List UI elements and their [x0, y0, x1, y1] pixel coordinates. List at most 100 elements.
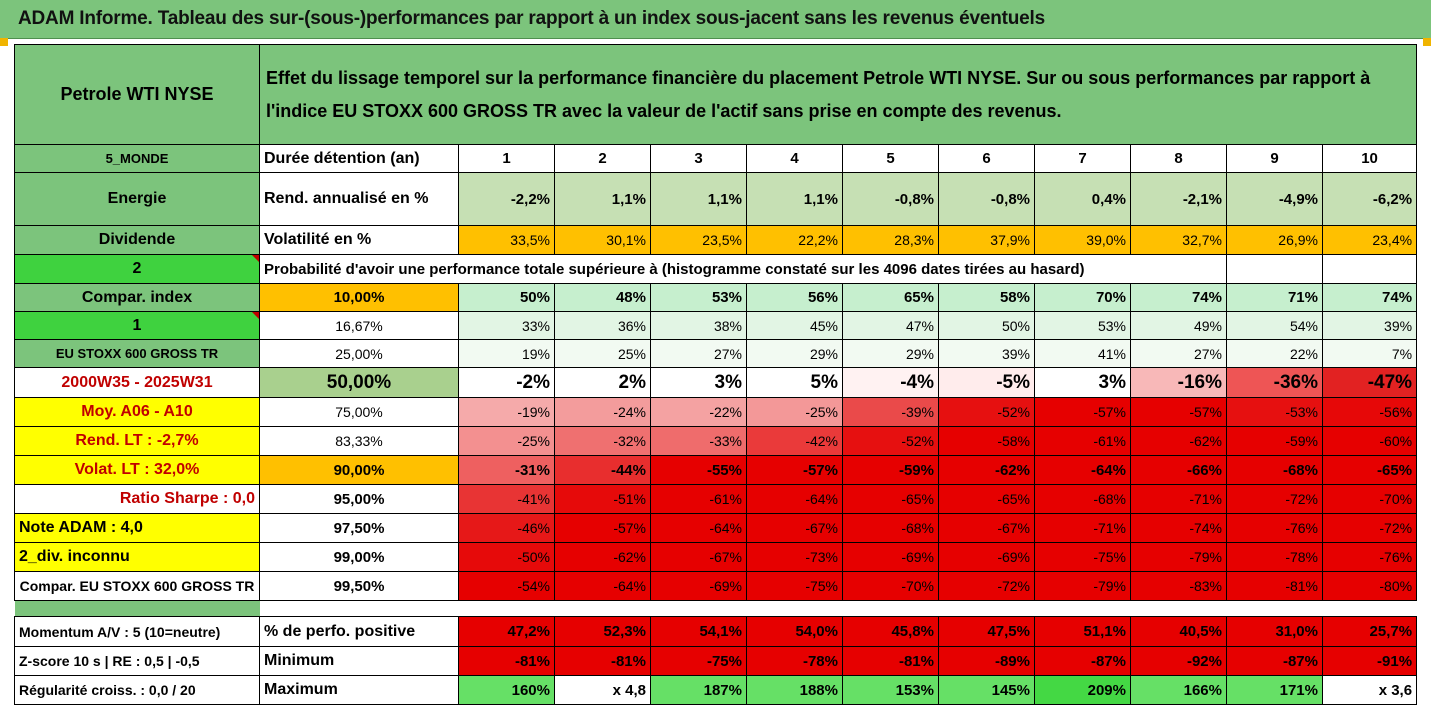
prob-cell: 2% [554, 367, 651, 398]
prob-cell: -69% [938, 542, 1035, 572]
minimum-cell: -81% [554, 646, 651, 676]
prob-cell: -67% [746, 513, 843, 543]
prob-cell: -81% [1226, 571, 1323, 601]
prob-cell: -80% [1321, 571, 1418, 601]
prob-cell: -67% [650, 542, 747, 572]
maximum-row: Régularité croiss. : 0,0 / 20 Maximum 16… [14, 675, 1418, 705]
prob-row: Compar. EU STOXX 600 GROSS TR 99,50% -54… [14, 571, 1418, 601]
duration-label: Durée détention (an) [259, 144, 459, 173]
volatility-cell: 37,9% [938, 225, 1035, 255]
corner-marker [0, 38, 8, 46]
horizon-header: 1 [458, 144, 555, 173]
prob-cell: -72% [938, 571, 1035, 601]
prob-cell: -64% [746, 484, 843, 514]
asset-name: Petrole WTI NYSE [14, 44, 260, 145]
empty-cell [1321, 254, 1418, 284]
prob-cell: 41% [1034, 339, 1131, 368]
prob-cell: -54% [458, 571, 555, 601]
prob-cell: 50% [938, 311, 1035, 340]
prob-cell: -65% [1321, 455, 1418, 485]
prob-cell: 47% [842, 311, 939, 340]
prob-cell: 49% [1130, 311, 1227, 340]
prob-cell: 53% [650, 283, 747, 312]
return-cell: 1,1% [554, 172, 651, 226]
probability-label: Probabilité d'avoir une performance tota… [259, 254, 1227, 284]
prob-cell: 25% [554, 339, 651, 368]
prob-cell: -68% [1034, 484, 1131, 514]
return-cell: -2,1% [1130, 172, 1227, 226]
prob-cell: -64% [1034, 455, 1131, 485]
prob-cell: -32% [554, 426, 651, 456]
prob-cell: -58% [938, 426, 1035, 456]
prob-cell: -70% [842, 571, 939, 601]
prob-cell: -62% [938, 455, 1035, 485]
prob-cell: -55% [650, 455, 747, 485]
prob-threshold: 99,00% [259, 542, 459, 572]
return-cell: -0,8% [938, 172, 1035, 226]
prob-threshold: 50,00% [259, 367, 459, 398]
prob-cell: -22% [650, 397, 747, 427]
positive-cell: 54,0% [746, 616, 843, 647]
minimum-cell: -89% [938, 646, 1035, 676]
spacer-cell [259, 600, 1417, 617]
prob-cell: -69% [650, 571, 747, 601]
spacer-row [14, 600, 1417, 617]
horizon-header: 7 [1034, 144, 1131, 173]
prob-threshold: 10,00% [259, 283, 459, 312]
prob-cell: 33% [458, 311, 555, 340]
prob-row: 2_div. inconnu 99,00% -50% -62% -67% -73… [14, 542, 1418, 572]
header-row: Petrole WTI NYSE Effet du lissage tempor… [14, 44, 1418, 145]
return-cell: 0,4% [1034, 172, 1131, 226]
prob-cell: -16% [1130, 367, 1227, 398]
prob-cell: -44% [554, 455, 651, 485]
maximum-cell: 160% [458, 675, 555, 705]
prob-cell: 39% [938, 339, 1035, 368]
prob-cell: 27% [650, 339, 747, 368]
prob-cell: -5% [938, 367, 1035, 398]
prob-cell: -41% [458, 484, 555, 514]
prob-cell: -78% [1226, 542, 1323, 572]
prob-cell: -2% [458, 367, 555, 398]
zscore-label: Z-score 10 s | RE : 0,5 | -0,5 [14, 646, 260, 676]
positive-cell: 45,8% [842, 616, 939, 647]
dividend-label: Dividende [14, 225, 260, 255]
volat-lt-label: Volat. LT : 32,0% [14, 455, 260, 485]
prob-cell: -59% [842, 455, 939, 485]
performance-table: Petrole WTI NYSE Effet du lissage tempor… [14, 44, 1418, 705]
prob-cell: -33% [650, 426, 747, 456]
prob-cell: -79% [1130, 542, 1227, 572]
prob-cell: -24% [554, 397, 651, 427]
prob-cell: -59% [1226, 426, 1323, 456]
prob-row: Volat. LT : 32,0% 90,00% -31% -44% -55% … [14, 455, 1418, 485]
maximum-cell: 171% [1226, 675, 1323, 705]
prob-cell: -65% [842, 484, 939, 514]
prob-row: Note ADAM : 4,0 97,50% -46% -57% -64% -6… [14, 513, 1418, 543]
horizon-header: 6 [938, 144, 1035, 173]
prob-cell: -72% [1321, 513, 1418, 543]
prob-cell: 71% [1226, 283, 1323, 312]
volatility-cell: 23,4% [1321, 225, 1418, 255]
prob-cell: -71% [1034, 513, 1131, 543]
prob-cell: -64% [554, 571, 651, 601]
prob-cell: -50% [458, 542, 555, 572]
prob-cell: 29% [842, 339, 939, 368]
maximum-cell: 209% [1034, 675, 1131, 705]
duration-row: 5_MONDE Durée détention (an) 1 2 3 4 5 6… [14, 144, 1418, 173]
return-cell: -4,9% [1226, 172, 1323, 226]
positive-cell: 51,1% [1034, 616, 1131, 647]
maximum-label: Maximum [259, 675, 459, 705]
prob-cell: -56% [1321, 397, 1418, 427]
prob-cell: -60% [1321, 426, 1418, 456]
comment-marker [252, 255, 259, 262]
prob-row: Moy. A06 - A10 75,00% -19% -24% -22% -25… [14, 397, 1418, 427]
prob-cell: -52% [938, 397, 1035, 427]
horizon-header: 10 [1321, 144, 1418, 173]
prob-cell: -67% [938, 513, 1035, 543]
minimum-cell: -92% [1130, 646, 1227, 676]
table-description: Effet du lissage temporel sur la perform… [258, 44, 1418, 145]
prob-cell: -52% [842, 426, 939, 456]
prob-row: Compar. index 10,00% 50% 48% 53% 56% 65%… [14, 283, 1418, 312]
prob-cell: 5% [746, 367, 843, 398]
regularite-label: Régularité croiss. : 0,0 / 20 [14, 675, 260, 705]
prob-cell: -57% [1130, 397, 1227, 427]
